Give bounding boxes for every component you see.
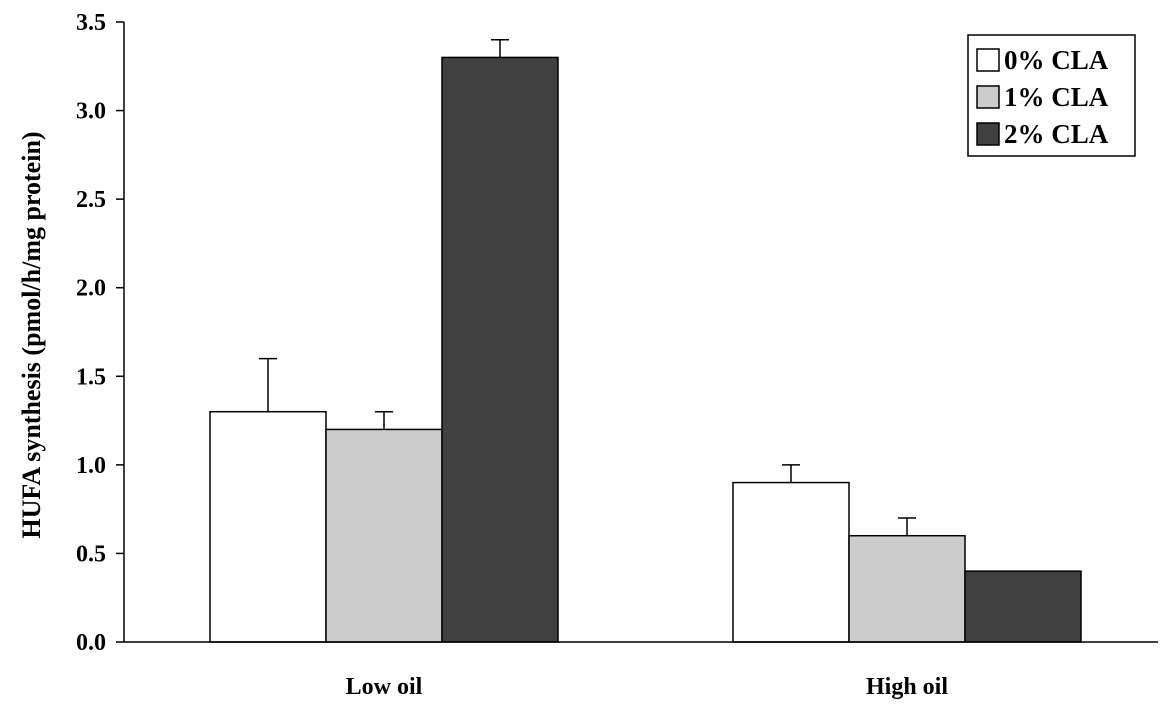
y-tick-label: 0.5	[76, 541, 106, 567]
error-bar-high-oil-series-2	[898, 517, 916, 536]
x-tick-labels: Low oil High oil	[346, 674, 949, 700]
legend-swatch	[976, 48, 1000, 72]
y-ticks: 0.0 0.5 1.0 1.5 2.0 2.5 3.0 3.5	[76, 10, 124, 656]
y-tick-label: 3.0	[76, 99, 106, 125]
error-bar-low-oil-series-3	[491, 38, 509, 58]
y-axis-title: HUFA synthesis (pmol/h/mg protein)	[17, 131, 46, 538]
legend-label: 0% CLA	[1004, 45, 1109, 75]
legend-swatch	[976, 122, 1000, 146]
x-category-label: High oil	[866, 674, 948, 700]
y-tick-label: 1.5	[76, 364, 106, 390]
y-tick-label: 0.0	[76, 630, 106, 656]
error-bars-layer	[259, 38, 916, 536]
legend-swatch	[976, 85, 1000, 109]
legend-label: 1% CLA	[1004, 82, 1109, 112]
bar-high-oil-series-2	[848, 534, 966, 643]
bar-high-oil-series-1	[732, 481, 850, 643]
bar-low-oil-series-2	[325, 428, 443, 643]
error-bar-low-oil-series-2	[375, 410, 393, 430]
x-category-label: Low oil	[346, 674, 423, 700]
bar-high-oil-series-3	[964, 570, 1082, 643]
y-tick-label: 3.5	[76, 10, 106, 36]
y-tick-label: 1.0	[76, 453, 106, 479]
y-tick-label: 2.0	[76, 276, 106, 302]
error-bar-high-oil-series-1	[782, 464, 800, 483]
legend-items: 0% CLA 1% CLA 2% CLA	[976, 45, 1109, 149]
bars-layer	[209, 56, 1082, 643]
legend: 0% CLA 1% CLA 2% CLA	[967, 34, 1136, 157]
bar-low-oil-series-1	[209, 410, 327, 643]
legend-label: 2% CLA	[1004, 119, 1109, 149]
y-tick-label: 2.5	[76, 187, 106, 213]
bar-low-oil-series-3	[441, 56, 559, 643]
error-bar-low-oil-series-1	[259, 357, 277, 412]
